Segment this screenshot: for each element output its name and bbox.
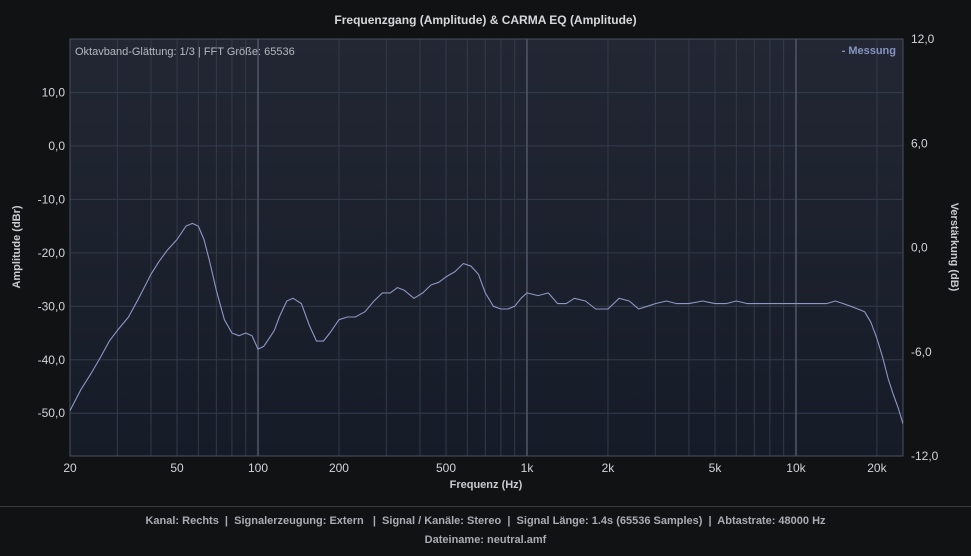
x-tick-label: 200	[329, 461, 349, 475]
x-tick-label: 100	[248, 461, 268, 475]
x-tick-labels: 20 50 100 200 500 1k 2k 5k 10k 20k	[63, 461, 887, 475]
series-line-messung	[70, 222, 903, 425]
x-tick-label: 5k	[709, 461, 723, 475]
y-tick-label: -20,0	[38, 246, 66, 260]
footer-filename: Dateiname: neutral.amf	[424, 534, 547, 546]
right-tick-label: -12,0	[911, 449, 939, 463]
right-tick-labels: 12,0 6,0 0,0 -6,0 -12,0	[911, 32, 939, 463]
x-tick-label: 50	[170, 461, 184, 475]
y-tick-label: -50,0	[38, 406, 66, 420]
y-tick-label: 0,0	[48, 139, 65, 153]
x-tick-label: 20	[63, 461, 77, 475]
x-tick-label: 10k	[786, 461, 806, 475]
x-tick-label: 20k	[867, 461, 887, 475]
right-tick-label: 0,0	[911, 241, 928, 255]
x-axis-label: Frequenz (Hz)	[450, 479, 523, 491]
y-tick-label: -40,0	[38, 353, 66, 367]
y-tick-labels: 10,0 0,0 -10,0 -20,0 -30,0 -40,0 -50,0	[38, 85, 66, 420]
y-tick-label: -10,0	[38, 192, 66, 206]
x-tick-label: 2k	[602, 461, 616, 475]
frequency-response-chart: 20 50 100 200 500 1k 2k 5k 10k 20k 10,0 0,0 -10,0 -2…	[11, 32, 960, 491]
footer-signal-info: Kanal: Rechts | Signalerzeugung: Extern …	[145, 515, 826, 527]
right-tick-label: 6,0	[911, 136, 928, 150]
y-axis-label: Amplitude (dBr)	[11, 205, 23, 288]
y-tick-label: -30,0	[38, 299, 66, 313]
right-tick-label: -6,0	[911, 345, 932, 359]
y-tick-label: 10,0	[42, 85, 66, 99]
chart-title: Frequenzgang (Amplitude) & CARMA EQ (Amp…	[334, 13, 637, 27]
plot-border	[69, 38, 904, 457]
right-tick-label: 12,0	[911, 32, 935, 46]
smoothing-info: Oktavband-Glättung: 1/3 | FFT Größe: 655…	[75, 46, 295, 58]
x-tick-label: 1k	[521, 461, 535, 475]
major-grid	[257, 39, 797, 456]
minor-grid	[70, 39, 903, 456]
plot-area	[70, 39, 903, 456]
legend-item-messung: - Messung	[842, 45, 896, 57]
footer-divider	[0, 506, 971, 507]
series-layer	[70, 222, 903, 425]
x-tick-label: 500	[436, 461, 456, 475]
right-axis-label: Verstärkung (dB)	[948, 203, 960, 292]
